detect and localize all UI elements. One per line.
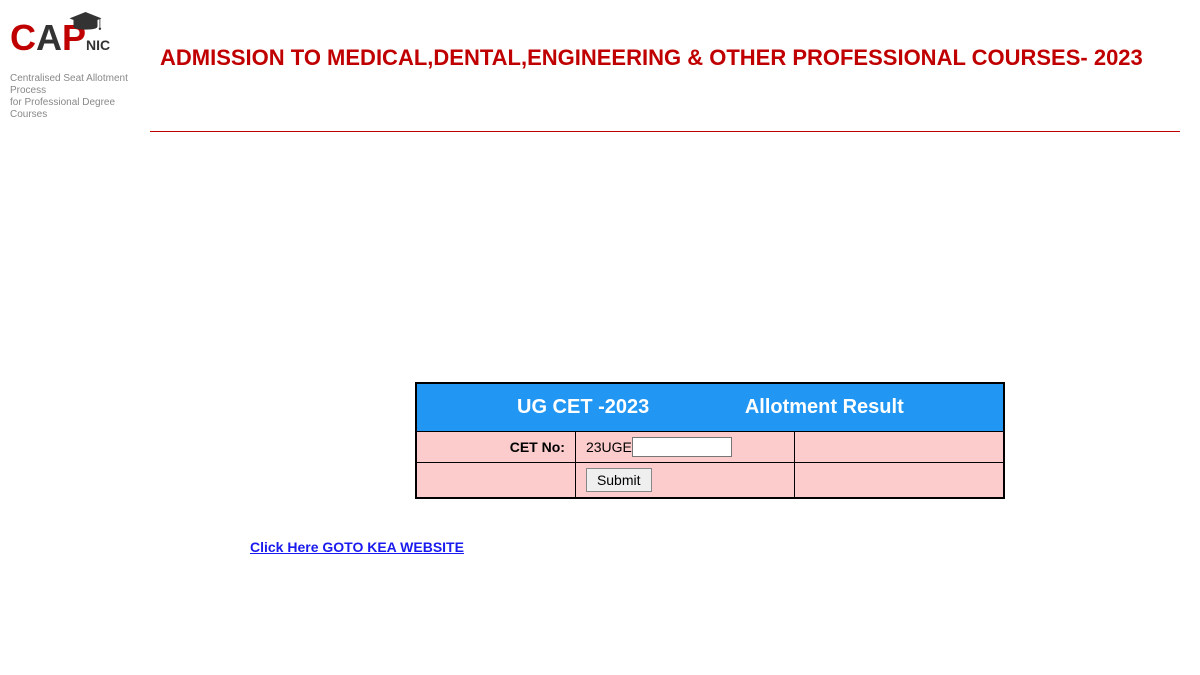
submit-row: Submit — [416, 463, 1004, 499]
logo: CAPNIC — [10, 20, 140, 70]
cet-number-input[interactable] — [632, 437, 732, 457]
form-header-row: UG CET -2023 Allotment Result — [416, 383, 1004, 432]
logo-container: CAPNIC Centralised Seat Allotment Proces… — [10, 20, 140, 121]
empty-label-cell — [416, 463, 575, 499]
logo-subtitle-line2: for Professional Degree Courses — [10, 97, 140, 121]
logo-letter-a: A — [36, 17, 62, 58]
header-divider — [150, 131, 1180, 132]
form-header: UG CET -2023 Allotment Result — [416, 383, 1004, 432]
cet-label: CET No: — [416, 432, 575, 463]
footer-link-container: Click Here GOTO KEA WEBSITE — [250, 539, 1200, 557]
cet-prefix: 23UGE — [586, 439, 632, 455]
cet-input-row: CET No: 23UGE — [416, 432, 1004, 463]
empty-cell — [795, 432, 1004, 463]
graduation-cap-icon — [68, 12, 103, 32]
page-header: CAPNIC Centralised Seat Allotment Proces… — [0, 0, 1200, 126]
submit-cell: Submit — [575, 463, 795, 499]
logo-nic: NIC — [86, 37, 110, 53]
cet-input-cell: 23UGE — [575, 432, 795, 463]
logo-subtitle-line1: Centralised Seat Allotment Process — [10, 73, 140, 97]
submit-button[interactable]: Submit — [586, 468, 652, 492]
logo-subtitle: Centralised Seat Allotment Process for P… — [10, 73, 140, 121]
page-title: ADMISSION TO MEDICAL,DENTAL,ENGINEERING … — [160, 45, 1190, 71]
logo-letter-c: C — [10, 17, 36, 58]
form-header-left: UG CET -2023 — [517, 396, 649, 418]
form-header-right: Allotment Result — [745, 396, 904, 418]
empty-cell-2 — [795, 463, 1004, 499]
content-area: UG CET -2023 Allotment Result CET No: 23… — [0, 382, 1200, 557]
kea-website-link[interactable]: Click Here GOTO KEA WEBSITE — [250, 539, 464, 555]
allotment-form-table: UG CET -2023 Allotment Result CET No: 23… — [415, 382, 1005, 499]
